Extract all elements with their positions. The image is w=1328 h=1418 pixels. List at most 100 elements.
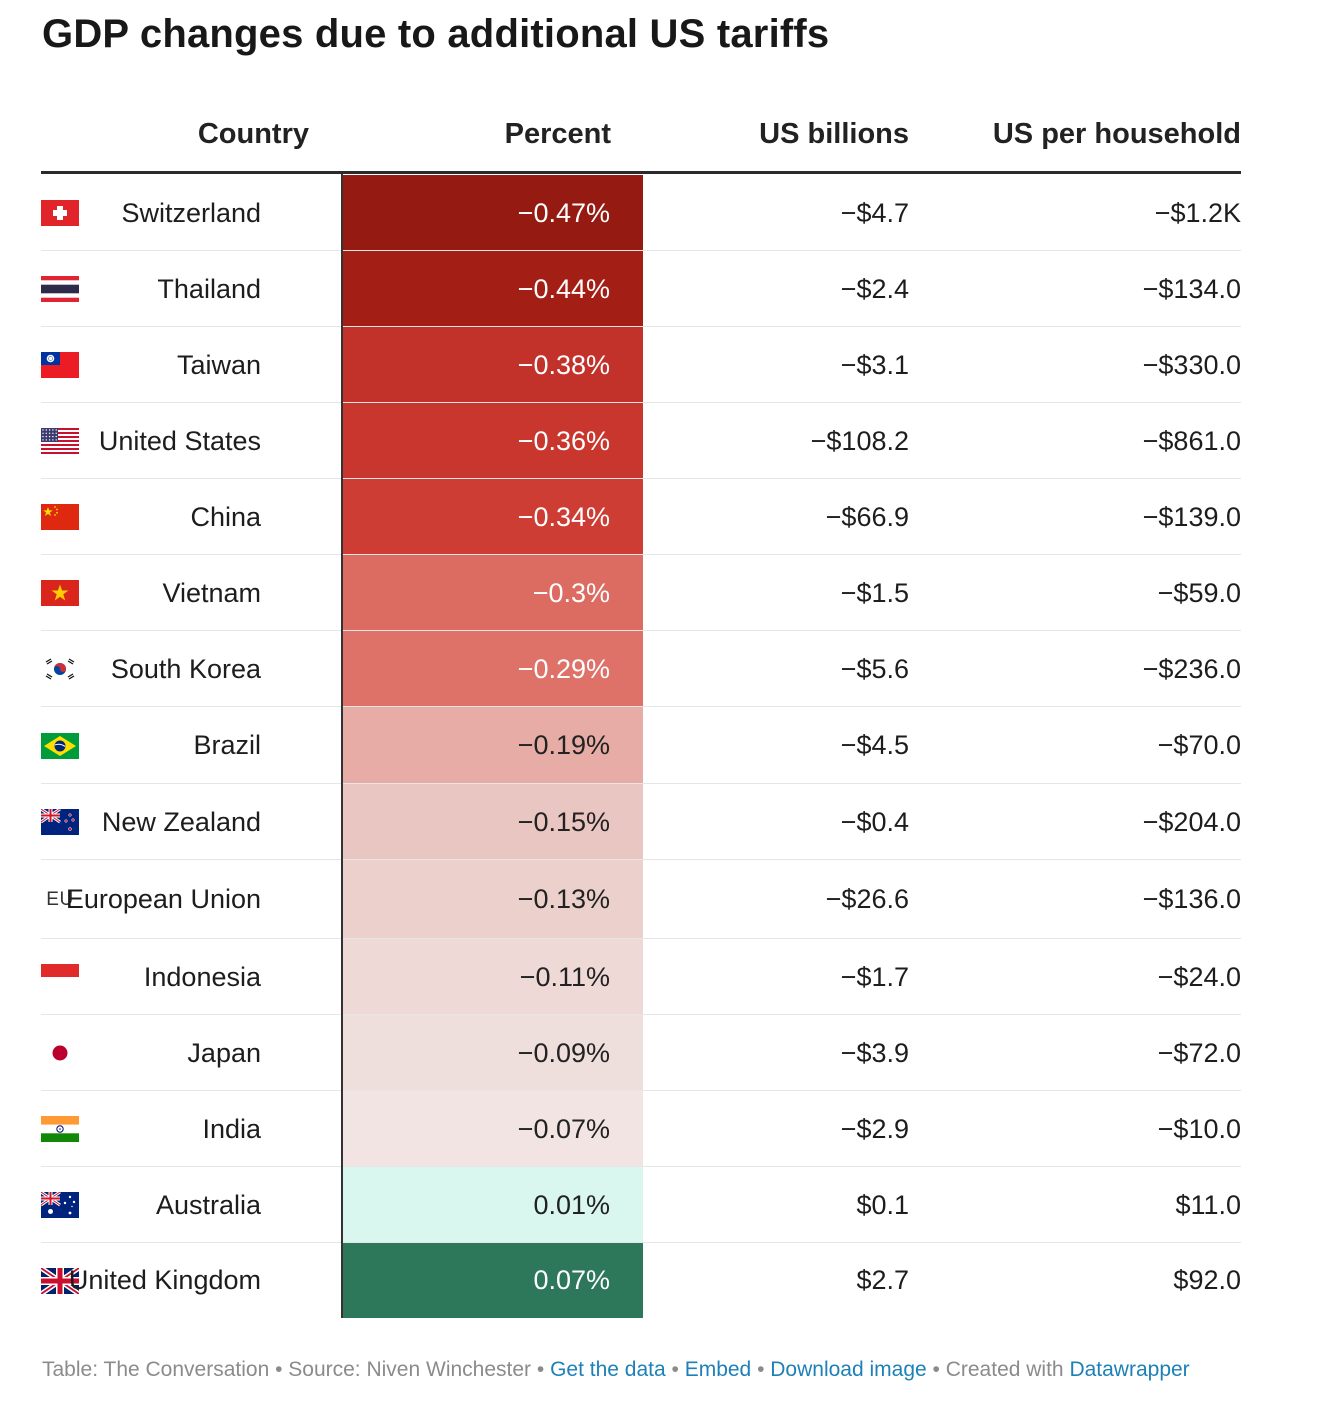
footer: Table: The Conversation • Source: Niven … (42, 1358, 1190, 1382)
percent-cell: −0.09% (342, 1015, 643, 1091)
brazil-flag-icon (41, 707, 79, 784)
billions-cell: −$66.9 (825, 502, 909, 532)
row-divider (41, 783, 1241, 784)
country-name: Thailand (157, 274, 261, 304)
country-name: Indonesia (143, 962, 261, 992)
household-cell: −$24.0 (1157, 962, 1241, 992)
table-row: United Kingdom 0.07% $2.7 $92.0 (41, 1243, 1241, 1318)
row-divider (41, 402, 1241, 403)
household-cell: −$136.0 (1142, 884, 1241, 914)
country-name: Australia (155, 1190, 261, 1220)
table-row: India −0.07% −$2.9 −$10.0 (41, 1091, 1241, 1167)
country-name: European Union (65, 884, 261, 914)
row-divider (41, 250, 1241, 251)
household-cell: −$204.0 (1142, 807, 1241, 837)
row-divider (41, 554, 1241, 555)
south-korea-flag-icon (41, 631, 79, 707)
percent-cell: −0.44% (342, 251, 643, 327)
country-name: Vietnam (162, 578, 261, 608)
country-name: Japan (187, 1038, 261, 1068)
column-header-household: US per household (992, 118, 1241, 150)
column-header-country: Country (197, 118, 309, 150)
country-name: China (190, 502, 261, 532)
billions-cell: $2.7 (856, 1265, 909, 1295)
japan-flag-icon (41, 1015, 79, 1091)
percent-cell: −0.07% (342, 1091, 643, 1167)
australia-flag-icon (41, 1167, 79, 1243)
table-row: Japan −0.09% −$3.9 −$72.0 (41, 1015, 1241, 1091)
switzerland-flag-icon (41, 175, 79, 251)
row-divider (41, 326, 1241, 327)
eu-label: EU (46, 888, 74, 910)
household-cell: −$134.0 (1142, 274, 1241, 304)
billions-cell: −$0.4 (840, 807, 909, 837)
new-zealand-flag-icon (41, 784, 79, 860)
billions-cell: −$1.5 (840, 578, 909, 608)
column-header-billions: US billions (759, 118, 909, 150)
percent-cell: −0.38% (342, 327, 643, 403)
indonesia-flag-icon (41, 939, 79, 1015)
percent-cell: −0.34% (342, 479, 643, 555)
household-cell: −$861.0 (1142, 426, 1241, 456)
percent-cell: 0.07% (342, 1243, 643, 1318)
billions-cell: −$4.7 (840, 198, 909, 228)
household-cell: $11.0 (1175, 1190, 1241, 1220)
row-divider (41, 1014, 1241, 1015)
percent-cell: −0.3% (342, 555, 643, 631)
billions-cell: −$26.6 (825, 884, 909, 914)
footer-credits: Table: The Conversation • Source: Niven … (42, 1358, 551, 1381)
household-cell: $92.0 (1173, 1265, 1241, 1295)
household-cell: −$59.0 (1157, 578, 1241, 608)
embed-link[interactable]: Embed (684, 1358, 752, 1381)
household-cell: −$330.0 (1142, 350, 1241, 380)
china-flag-icon (41, 479, 79, 555)
row-divider (41, 859, 1241, 860)
table-row: Vietnam −0.3% −$1.5 −$59.0 (41, 555, 1241, 631)
household-cell: −$139.0 (1142, 502, 1241, 532)
percent-cell: −0.47% (342, 175, 643, 251)
taiwan-flag-icon (41, 327, 79, 403)
table-row: Taiwan −0.38% −$3.1 −$330.0 (41, 327, 1241, 403)
table-row: European Union EU −0.13% −$26.6 −$136.0 (41, 860, 1241, 939)
datawrapper-link[interactable]: Datawrapper (1069, 1358, 1190, 1381)
row-divider (41, 1166, 1241, 1167)
thailand-flag-icon (41, 251, 79, 327)
united-kingdom-flag-icon (41, 1243, 79, 1318)
table-row: Australia 0.01% $0.1 $11.0 (41, 1167, 1241, 1243)
household-cell: −$72.0 (1157, 1038, 1241, 1068)
table-row: Brazil −0.19% −$4.5 −$70.0 (41, 707, 1241, 784)
download-image-link[interactable]: Download image (770, 1358, 927, 1381)
row-divider (41, 1090, 1241, 1091)
table-row: South Korea −0.29% −$5.6 −$236.0 (41, 631, 1241, 707)
row-divider (41, 938, 1241, 939)
percent-cell: −0.29% (342, 631, 643, 707)
household-cell: −$70.0 (1157, 730, 1241, 760)
india-flag-icon (41, 1091, 79, 1167)
table-row: Thailand −0.44% −$2.4 −$134.0 (41, 251, 1241, 327)
percent-cell: −0.15% (342, 784, 643, 860)
united-states-flag-icon (41, 403, 79, 479)
billions-cell: −$1.7 (840, 962, 909, 992)
country-name: Brazil (193, 730, 261, 760)
billions-cell: −$108.2 (810, 426, 909, 456)
household-cell: −$1.2K (1154, 198, 1241, 228)
percent-cell: 0.01% (342, 1167, 643, 1243)
billions-cell: $0.1 (856, 1190, 909, 1220)
footer-separator: • (665, 1358, 685, 1381)
country-name: South Korea (110, 654, 261, 684)
percent-cell: −0.13% (342, 860, 643, 939)
table-row: Switzerland −0.47% −$4.7 −$1.2K (41, 175, 1241, 251)
row-divider (41, 706, 1241, 707)
chart-title: GDP changes due to additional US tariffs (42, 12, 830, 56)
household-cell: −$236.0 (1142, 654, 1241, 684)
footer-created-with: • Created with (926, 1358, 1070, 1381)
footer-separator: • (751, 1358, 771, 1381)
get-data-link[interactable]: Get the data (550, 1358, 666, 1381)
country-name: India (202, 1114, 261, 1144)
country-name: United Kingdom (68, 1265, 261, 1295)
household-cell: −$10.0 (1157, 1114, 1241, 1144)
column-header-percent: Percent (504, 118, 611, 150)
country-column-divider (341, 174, 343, 1318)
country-name: Switzerland (121, 198, 261, 228)
table-row: New Zealand −0.15% −$0.4 −$204.0 (41, 784, 1241, 860)
